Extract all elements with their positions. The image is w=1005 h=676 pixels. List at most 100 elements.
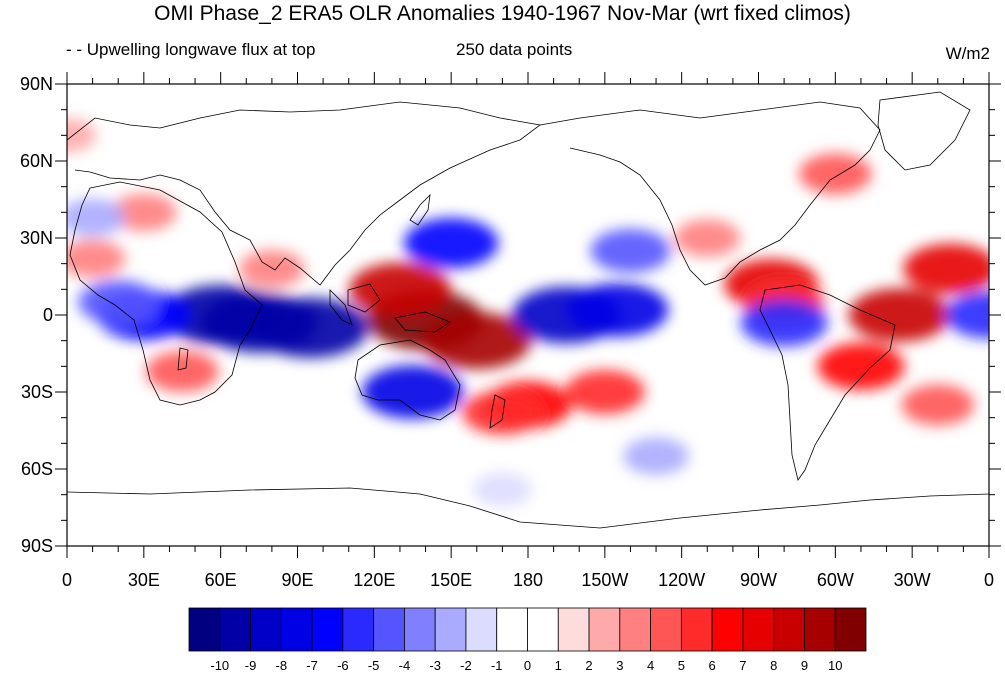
- colorbar: -10 -9 -8 -7 -6 -5 -4 -3 -2 -1 0 1 2 3 4 5 6 7 8 9 10: [188, 607, 867, 673]
- lon-tick-label: 90E: [281, 570, 313, 590]
- anomaly-blob-29: [623, 437, 689, 475]
- colorbar-label: -3: [429, 658, 441, 673]
- colorbar-label: -8: [276, 658, 288, 673]
- lon-tick-label: 180: [513, 570, 543, 590]
- colorbar-box: [342, 607, 375, 652]
- colorbar-box: [373, 607, 405, 652]
- lon-tick-label: 90W: [740, 570, 777, 590]
- plot-title: OMI Phase_2 ERA5 OLR Anomalies 1940-1967…: [154, 2, 851, 25]
- anomaly-blob-32: [67, 118, 97, 153]
- coastline-australia: [354, 339, 461, 421]
- colorbar-box: [527, 607, 559, 652]
- coastline-africa: [69, 181, 263, 406]
- colorbar-box: [588, 607, 621, 652]
- colorbar-box: [434, 607, 467, 652]
- anomaly-blob-22: [145, 351, 219, 392]
- anomaly-blob-4: [78, 280, 159, 325]
- colorbar-label: -5: [368, 658, 380, 673]
- anomaly-blob-17: [817, 342, 905, 390]
- colorbar-box: [404, 607, 436, 652]
- colorbar-box: [650, 607, 682, 652]
- left-string: - - Upwelling longwave flux at top: [66, 40, 316, 59]
- colorbar-label: 8: [770, 658, 777, 673]
- coastlines: [67, 91, 989, 529]
- lon-tick-label: 30W: [894, 570, 931, 590]
- colorbar-label: 1: [555, 658, 562, 673]
- colorbar-box: [804, 607, 836, 652]
- colorbar-label: 2: [585, 658, 592, 673]
- anomaly-blob-23: [67, 239, 126, 278]
- lat-tick-label: 60N: [20, 151, 53, 171]
- anomaly-blob-18: [740, 299, 828, 347]
- colorbar-box: [557, 607, 590, 652]
- coastline-antarctica: [67, 487, 989, 529]
- colorbar-label: -1: [491, 658, 503, 673]
- anomaly-blob-30: [473, 472, 532, 507]
- colorbar-label: 6: [709, 658, 716, 673]
- colorbar-label: 5: [678, 658, 685, 673]
- coastline-north-america: [539, 101, 881, 286]
- colorbar-label: -2: [460, 658, 472, 673]
- lon-tick-label: 60E: [205, 570, 237, 590]
- coastline-eurasia: [67, 101, 541, 286]
- anomaly-blob-26: [798, 153, 872, 195]
- anomaly-blob-27: [901, 384, 975, 426]
- lat-tick-label: 30N: [20, 228, 53, 248]
- colorbar-label: -4: [399, 658, 411, 673]
- latitude-ticks: 90N 60N 30N 0 30S 60S 90S: [20, 74, 1001, 556]
- anomaly-blob-31: [674, 219, 741, 257]
- colorbar-label: -9: [245, 658, 257, 673]
- center-string: 250 data points: [456, 40, 573, 59]
- anomaly-blob-33: [945, 291, 989, 339]
- colorbar-label: -10: [210, 658, 229, 673]
- coastline-borneo: [347, 283, 381, 313]
- anomaly-blob-9: [566, 283, 669, 337]
- anomaly-blob-10: [361, 365, 464, 419]
- anomaly-blob-6: [422, 312, 532, 370]
- lat-tick-label: 0: [43, 305, 53, 325]
- lat-tick-label: 90N: [20, 74, 53, 94]
- colorbar-label: 7: [739, 658, 746, 673]
- colorbar-box: [711, 607, 744, 652]
- colorbar-label: -7: [306, 658, 318, 673]
- colorbar-label: -6: [337, 658, 349, 673]
- colorbar-label: 3: [616, 658, 623, 673]
- colorbar-box: [773, 607, 805, 652]
- anomaly-blob-20: [564, 370, 645, 414]
- lon-tick-label: 30E: [128, 570, 160, 590]
- colorbar-box: [619, 607, 651, 652]
- lat-tick-label: 90S: [21, 536, 53, 556]
- lon-tick-label: 0: [62, 570, 72, 590]
- colorbar-box: [742, 607, 775, 652]
- colorbar-label: 10: [828, 658, 842, 673]
- coastline-japan: [409, 193, 431, 226]
- anomaly-blob-11: [403, 217, 499, 269]
- coastline-greenland: [877, 91, 971, 171]
- lon-tick-label: 0: [984, 570, 994, 590]
- lon-tick-label: 120W: [658, 570, 705, 590]
- colorbar-box: [188, 607, 221, 652]
- colorbar-box: [465, 607, 498, 652]
- lon-tick-label: 120E: [353, 570, 395, 590]
- lon-tick-label: 150E: [430, 570, 472, 590]
- anomaly-blob-15: [848, 288, 951, 342]
- anomaly-blob-7: [349, 262, 451, 317]
- units-label: W/m2: [945, 44, 990, 63]
- anomaly-blob-12: [590, 228, 671, 273]
- anomaly-blob-16: [903, 243, 989, 294]
- colorbar-box: [834, 607, 867, 652]
- colorbar-box: [680, 607, 713, 652]
- anomaly-field: [67, 118, 989, 507]
- colorbar-label: 9: [801, 658, 808, 673]
- lat-tick-label: 60S: [21, 459, 53, 479]
- anomaly-blob-25: [111, 193, 177, 232]
- anomaly-blob-24: [239, 249, 305, 288]
- anomaly-blob-2: [252, 297, 369, 358]
- lon-tick-label: 60W: [817, 570, 854, 590]
- coastline-new-zealand: [489, 394, 506, 429]
- colorbar-box: [311, 607, 344, 652]
- lon-tick-label: 150W: [581, 570, 628, 590]
- coastline-madagascar: [177, 347, 189, 371]
- anomaly-blob-21: [462, 390, 543, 435]
